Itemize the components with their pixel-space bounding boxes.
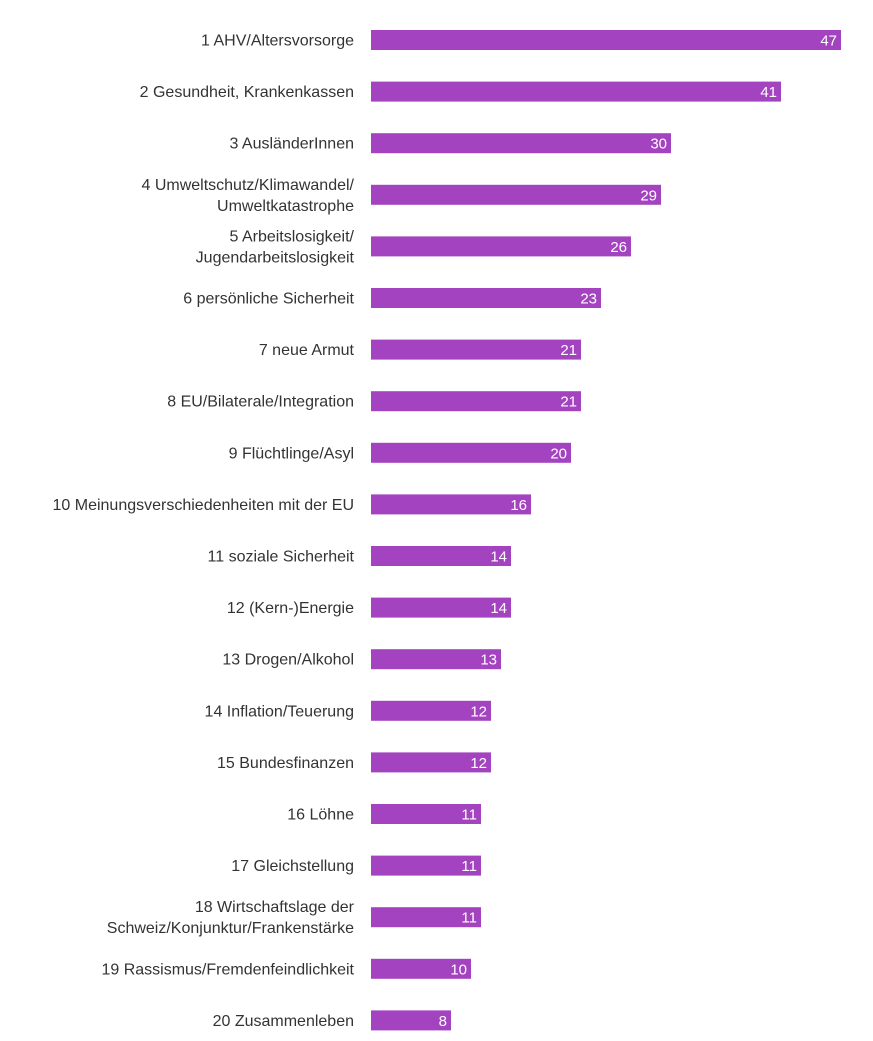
category-label-2: 2 Gesundheit, Krankenkassen bbox=[140, 84, 354, 101]
value-label-4: 29 bbox=[640, 187, 657, 204]
category-label-8: 8 EU/Bilaterale/Integration bbox=[167, 394, 354, 411]
category-label-20: 20 Zusammenleben bbox=[213, 1013, 354, 1030]
category-label-17: 17 Gleichstellung bbox=[231, 858, 354, 875]
bar-17 bbox=[371, 855, 481, 876]
category-label-line: 2 Gesundheit, Krankenkassen bbox=[140, 84, 354, 101]
value-label-17: 11 bbox=[461, 858, 477, 875]
value-label-5: 26 bbox=[610, 239, 627, 256]
category-label-15: 15 Bundesfinanzen bbox=[217, 755, 354, 772]
bar-14 bbox=[371, 700, 491, 721]
bar-15 bbox=[371, 752, 491, 773]
category-label-line: 12 (Kern-)Energie bbox=[227, 600, 354, 617]
category-label-line: 17 Gleichstellung bbox=[231, 858, 354, 875]
category-label-5: 5 Arbeitslosigkeit/Jugendarbeitslosigkei… bbox=[196, 228, 355, 266]
category-label-line: 6 persönliche Sicherheit bbox=[183, 291, 354, 308]
value-label-20: 8 bbox=[439, 1013, 447, 1030]
category-label-line: 16 Löhne bbox=[287, 807, 354, 824]
bar-11 bbox=[371, 546, 511, 566]
bar-13 bbox=[371, 649, 501, 670]
bar-5 bbox=[371, 236, 631, 257]
bar-18 bbox=[371, 907, 481, 928]
category-label-line: 4 Umweltschutz/Klimawandel/ bbox=[141, 177, 354, 194]
bar-2 bbox=[371, 81, 781, 102]
bar-9 bbox=[371, 442, 571, 463]
bar-12 bbox=[371, 597, 511, 618]
value-label-1: 47 bbox=[820, 33, 837, 50]
category-label-line: 3 AusländerInnen bbox=[229, 136, 354, 153]
value-label-3: 30 bbox=[650, 136, 667, 153]
category-label-16: 16 Löhne bbox=[287, 807, 354, 824]
category-label-line: 5 Arbeitslosigkeit/ bbox=[229, 228, 354, 245]
category-label-line: 20 Zusammenleben bbox=[213, 1013, 354, 1030]
value-label-19: 10 bbox=[450, 961, 467, 978]
category-labels-group: 1 AHV/Altersvorsorge 2 Gesundheit, Kranke… bbox=[53, 33, 355, 1030]
value-label-9: 20 bbox=[550, 445, 567, 462]
value-label-12: 14 bbox=[490, 600, 507, 617]
value-label-18: 11 bbox=[461, 910, 477, 927]
bar-8 bbox=[371, 391, 581, 412]
category-label-18: 18 Wirtschaftslage der Schweiz/Konjunktur… bbox=[107, 899, 355, 937]
bar-3 bbox=[371, 133, 671, 154]
category-label-line: 1 AHV/Altersvorsorge bbox=[201, 33, 354, 50]
category-label-line: 9 Flüchtlinge/Asyl bbox=[229, 445, 354, 462]
value-label-11: 14 bbox=[490, 549, 507, 566]
bar-19 bbox=[371, 958, 471, 979]
value-label-8: 21 bbox=[560, 394, 577, 411]
category-label-line: 8 EU/Bilaterale/Integration bbox=[167, 394, 354, 411]
category-label-6: 6 persönliche Sicherheit bbox=[183, 291, 354, 308]
bar-7 bbox=[371, 339, 581, 360]
value-label-7: 21 bbox=[560, 342, 577, 359]
value-label-10: 16 bbox=[510, 497, 527, 514]
value-labels-group: 47 41 30 29 26 23 21 21 20 16 14 14 13 12 12 11 11 11 10 8 bbox=[439, 33, 837, 1030]
category-label-line: 14 Inflation/Teuerung bbox=[205, 703, 354, 720]
value-label-15: 12 bbox=[470, 755, 487, 772]
category-label-line: 15 Bundesfinanzen bbox=[217, 755, 354, 772]
category-label-line: Umweltkatastrophe bbox=[217, 198, 354, 215]
category-label-3: 3 AusländerInnen bbox=[229, 136, 354, 153]
bar-20 bbox=[371, 1010, 451, 1031]
value-label-16: 11 bbox=[461, 807, 477, 824]
category-label-line: Jugendarbeitslosigkeit bbox=[196, 249, 355, 266]
category-label-line: 13 Drogen/Alkohol bbox=[222, 652, 354, 669]
category-label-11: 11 soziale Sicherheit bbox=[208, 549, 355, 566]
bar-16 bbox=[371, 804, 481, 824]
value-label-6: 23 bbox=[580, 291, 597, 308]
category-label-14: 14 Inflation/Teuerung bbox=[205, 703, 354, 720]
bar-6 bbox=[371, 288, 601, 308]
category-label-line: 7 neue Armut bbox=[259, 342, 355, 359]
category-label-line: 18 Wirtschaftslage der bbox=[195, 899, 355, 916]
bar-10 bbox=[371, 494, 531, 515]
bar-4 bbox=[371, 184, 661, 205]
value-label-2: 41 bbox=[760, 84, 777, 101]
value-label-14: 12 bbox=[470, 703, 487, 720]
category-label-line: 19 Rassismus/Fremdenfeindlichkeit bbox=[101, 961, 354, 978]
category-label-13: 13 Drogen/Alkohol bbox=[222, 652, 354, 669]
category-label-line: Schweiz/Konjunktur/Frankenstärke bbox=[107, 920, 354, 937]
category-label-12: 12 (Kern-)Energie bbox=[227, 600, 354, 617]
category-label-10: 10 Meinungsverschiedenheiten mit der EU bbox=[53, 497, 355, 514]
category-label-line: 10 Meinungsverschiedenheiten mit der EU bbox=[53, 497, 355, 514]
category-label-line: 11 soziale Sicherheit bbox=[208, 549, 355, 566]
category-label-1: 1 AHV/Altersvorsorge bbox=[201, 33, 354, 50]
category-label-9: 9 Flüchtlinge/Asyl bbox=[229, 445, 354, 462]
category-label-4: 4 Umweltschutz/Klimawandel/Umweltkatastr… bbox=[141, 177, 354, 215]
category-label-19: 19 Rassismus/Fremdenfeindlichkeit bbox=[101, 961, 354, 978]
category-label-7: 7 neue Armut bbox=[259, 342, 355, 359]
bar-1 bbox=[371, 30, 841, 50]
value-label-13: 13 bbox=[480, 652, 497, 669]
bars-group bbox=[371, 30, 841, 1031]
